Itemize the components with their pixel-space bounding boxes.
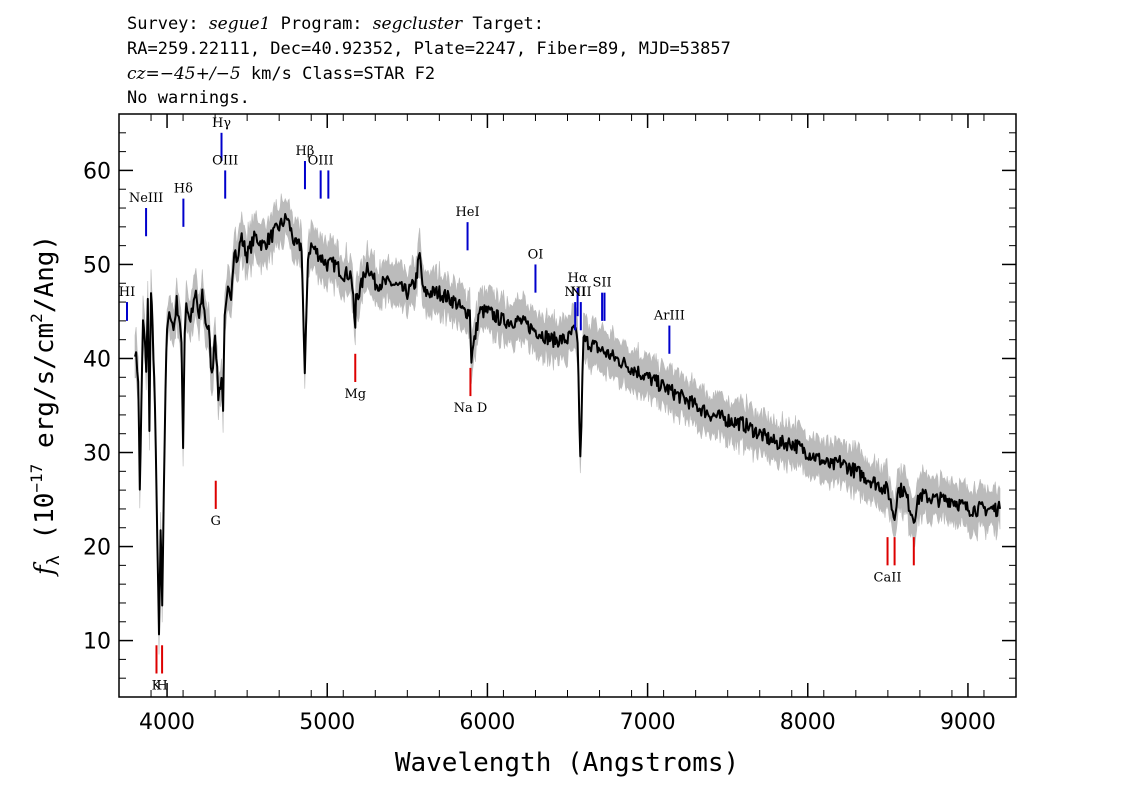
x-tick-label: 6000	[459, 710, 515, 735]
emission-line-label: Hδ	[174, 182, 193, 197]
absorption-line-label: K	[152, 678, 162, 693]
emission-line-label: Hα	[568, 271, 588, 286]
header-line-1: Survey: segue1 Program: segcluster Targe…	[127, 14, 544, 34]
x-tick-label: 5000	[299, 710, 355, 735]
x-tick-label: 7000	[620, 710, 676, 735]
y-axis-label: fλ (10−17 erg/s/cm2/Ang)	[27, 235, 64, 577]
absorption-line-label: CaII	[874, 570, 902, 585]
emission-line-label: SII	[593, 276, 612, 291]
absorption-line-label: G	[211, 514, 221, 529]
y-tick-label: 10	[83, 630, 111, 655]
y-tick-label: 20	[83, 536, 111, 561]
y-tick-label: 50	[83, 253, 111, 278]
line-markers: HINeIIIHδHγOIIIHβOIIIHeIOINIIHαNIISIIArI…	[119, 116, 915, 693]
absorption-line-label: H	[156, 678, 167, 693]
plot-frame	[118, 113, 1017, 698]
x-tick-label: 9000	[940, 710, 996, 735]
emission-line-label: ArIII	[653, 309, 685, 324]
emission-line-label: HI	[119, 285, 135, 300]
emission-line-label: Hβ	[296, 144, 315, 159]
spectrum-series	[134, 213, 1001, 636]
header-line-2: RA=259.22111, Dec=40.92352, Plate=2247, …	[127, 39, 731, 59]
x-tick-label: 4000	[139, 710, 195, 735]
emission-line-label: OI	[528, 247, 544, 262]
emission-line-label: NeIII	[129, 191, 163, 206]
axis-ticks: 4000 5000 6000 7000 8000 9000 10 20 30 40 50 60	[83, 114, 1017, 735]
error-band	[134, 193, 1001, 655]
header-line-3: cz=−45+/−5 km/s Class=STAR F2	[127, 64, 435, 84]
spectrum-line	[134, 213, 1001, 636]
emission-line-label: OIII	[308, 153, 334, 168]
y-tick-label: 60	[83, 159, 111, 184]
x-axis-label: Wavelength (Angstroms)	[395, 748, 739, 778]
emission-line-label: NII	[570, 285, 592, 300]
absorption-line-label: Na D	[454, 401, 488, 416]
header-line-4: No warnings.	[127, 88, 250, 108]
emission-line-label: HeI	[455, 205, 479, 220]
y-tick-label: 30	[83, 442, 111, 467]
header: Survey: segue1 Program: segcluster Targe…	[127, 14, 731, 108]
error-band-area	[134, 193, 1001, 655]
y-tick-label: 40	[83, 347, 111, 372]
x-tick-label: 8000	[780, 710, 836, 735]
emission-line-label: Hγ	[212, 116, 231, 131]
absorption-line-label: Mg	[344, 387, 366, 402]
emission-line-label: NII	[564, 285, 586, 300]
emission-line-label: OIII	[212, 153, 238, 168]
